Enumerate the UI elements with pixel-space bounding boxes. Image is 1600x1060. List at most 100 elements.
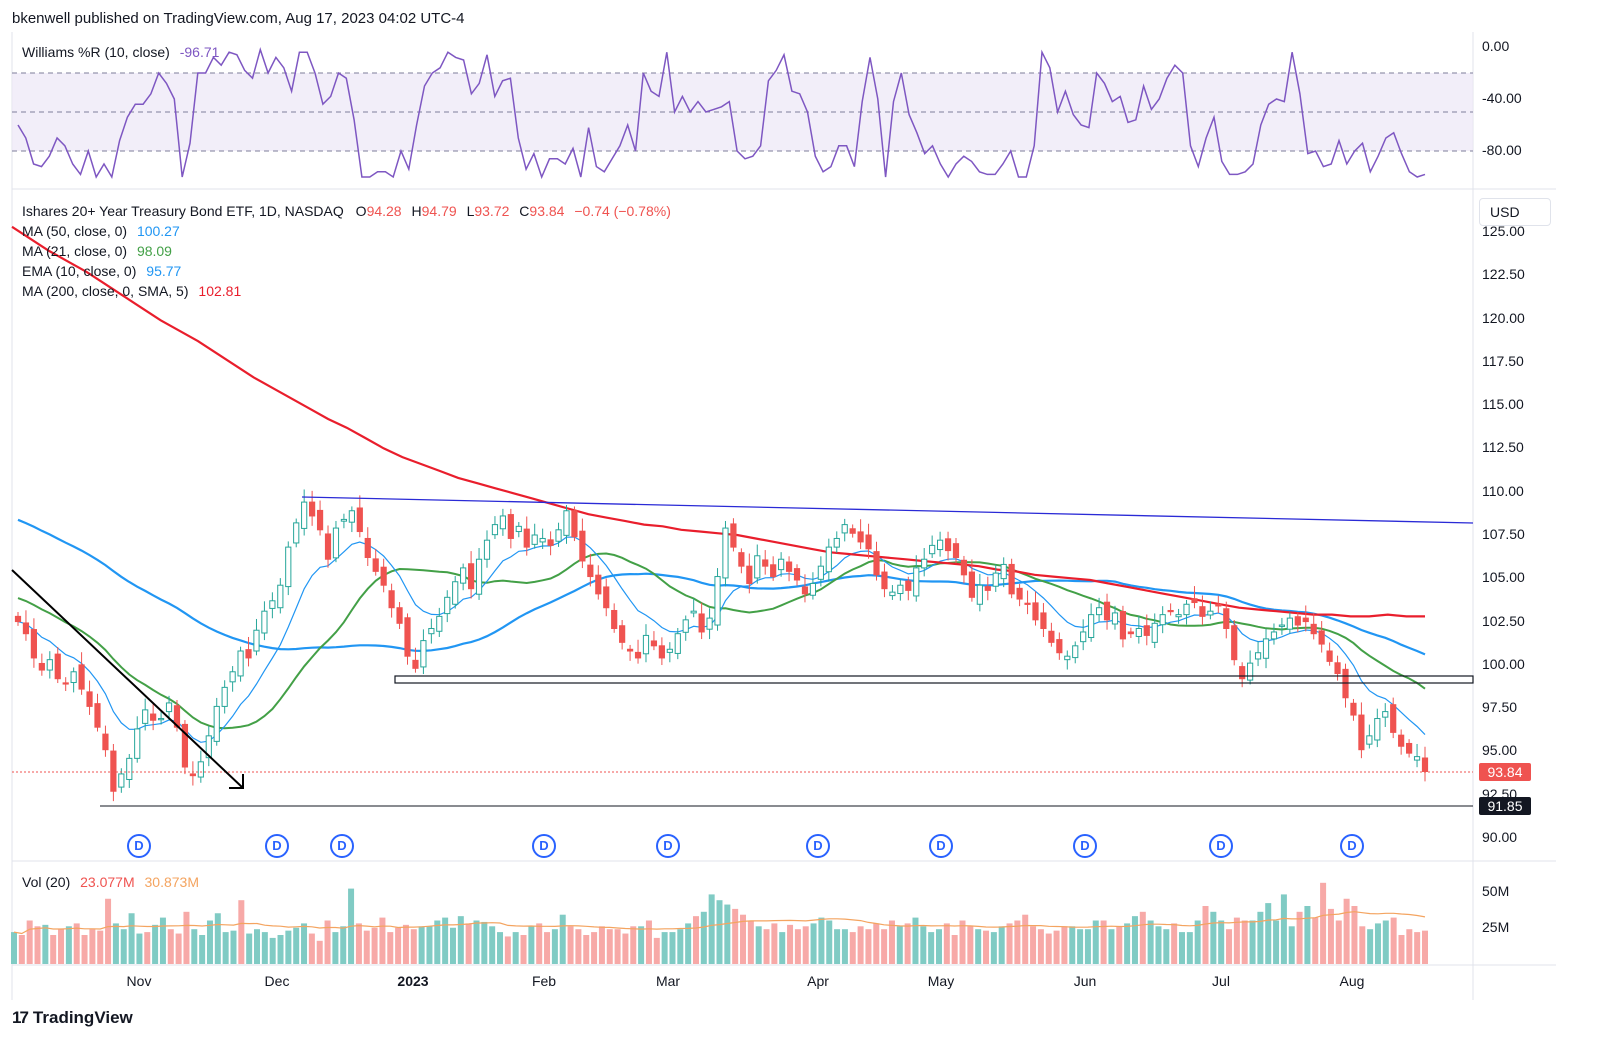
volume-legend[interactable]: Vol (20) 23.077M 30.873M	[22, 874, 199, 890]
volume-bar	[159, 917, 166, 964]
dividend-marker[interactable]: D	[127, 834, 151, 858]
volume-bar	[1147, 920, 1154, 964]
tradingview-logo[interactable]: 17 TradingView	[12, 1008, 133, 1028]
candle-body	[1175, 614, 1182, 618]
volume-legend-label: Vol (20)	[22, 874, 71, 890]
dividend-marker[interactable]: D	[806, 834, 830, 858]
volume-bar	[551, 929, 558, 964]
candle-body	[619, 625, 626, 643]
candle-body	[70, 671, 77, 684]
candle-body	[817, 565, 824, 580]
candle-body	[261, 610, 268, 634]
candle-body	[658, 645, 665, 659]
volume-bar	[881, 929, 888, 964]
candle-body	[309, 501, 316, 517]
volume-bar	[1398, 935, 1405, 964]
price-legend[interactable]: Ishares 20+ Year Treasury Bond ETF, 1D, …	[22, 203, 671, 219]
volume-bar	[442, 917, 449, 964]
symbol-label: Ishares 20+ Year Treasury Bond ETF, 1D, …	[22, 203, 344, 219]
dividend-marker[interactable]: D	[1209, 834, 1233, 858]
price-y-tick: 100.00	[1482, 655, 1525, 672]
ma200-legend[interactable]: MA (200, close, 0, SMA, 5) 102.81	[22, 283, 241, 299]
volume-bar	[1257, 911, 1264, 964]
volume-bar	[818, 917, 825, 964]
volume-bar	[324, 920, 331, 964]
candle-body	[952, 543, 960, 559]
wr-y-tick: -80.00	[1482, 142, 1522, 158]
ma21-legend[interactable]: MA (21, close, 0) 98.09	[22, 243, 172, 259]
ma50-legend[interactable]: MA (50, close, 0) 100.27	[22, 223, 180, 239]
candle-body	[237, 650, 244, 677]
dividend-marker[interactable]: D	[532, 834, 556, 858]
volume-bar	[1249, 920, 1256, 964]
candle-body	[1040, 612, 1047, 629]
dividend-marker[interactable]: D	[1073, 834, 1097, 858]
candle-body	[1191, 598, 1198, 604]
candle-body	[770, 564, 777, 578]
time-axis-label: 2023	[397, 973, 429, 989]
candle-body	[937, 539, 944, 551]
candle-body	[348, 510, 355, 523]
volume-bar	[371, 927, 378, 964]
williams-legend[interactable]: Williams %R (10, close) -96.71	[22, 44, 219, 60]
volume-bar	[857, 926, 864, 964]
volume-bar	[575, 929, 582, 964]
volume-bar	[395, 927, 402, 964]
volume-bar	[42, 924, 49, 964]
time-axis-label: Mar	[655, 973, 681, 989]
candle-body	[1207, 610, 1214, 616]
candle-body	[1270, 631, 1278, 640]
candle-body	[571, 510, 578, 538]
volume-bar	[1171, 923, 1178, 964]
volume-bar	[489, 926, 496, 964]
price-y-tick: 102.50	[1482, 612, 1525, 629]
candle-body	[491, 524, 499, 536]
volume-bar	[614, 929, 621, 964]
dividend-marker[interactable]: D	[330, 834, 354, 858]
volume-bar	[1320, 882, 1327, 964]
candle-body	[475, 558, 483, 595]
candle-body	[626, 648, 634, 652]
candle-body	[690, 610, 697, 614]
dividend-marker[interactable]: D	[656, 834, 680, 858]
dividend-marker[interactable]: D	[1340, 834, 1364, 858]
volume-bar	[1296, 911, 1303, 964]
time-axis-label: Nov	[126, 973, 152, 989]
currency-button[interactable]: USD	[1479, 198, 1551, 226]
volume-bar	[18, 935, 25, 964]
volume-bar	[747, 920, 754, 964]
volume-bar	[183, 911, 190, 964]
candle-body	[1254, 652, 1262, 660]
candle-body	[118, 773, 125, 788]
volume-bar	[975, 929, 982, 964]
volume-bar	[457, 916, 464, 964]
candle-body	[1008, 563, 1015, 595]
volume-bar	[888, 920, 895, 964]
dividend-marker[interactable]: D	[265, 834, 289, 858]
ma21-line	[17, 552, 1426, 730]
candle-body	[1366, 735, 1373, 745]
candle-body	[873, 551, 880, 576]
candle-body	[611, 609, 618, 629]
volume-bar	[904, 923, 911, 964]
volume-bar	[1367, 929, 1374, 964]
ma21-value: 98.09	[136, 243, 172, 259]
volume-bar	[387, 932, 394, 964]
candle-body	[738, 552, 745, 567]
candle-body	[483, 539, 491, 560]
candle-body	[1278, 624, 1286, 627]
volume-bar	[1037, 929, 1044, 964]
volume-bar	[261, 932, 268, 964]
volume-bar	[512, 932, 519, 964]
ema10-legend[interactable]: EMA (10, close, 0) 95.77	[22, 263, 181, 279]
volume-bar	[1327, 908, 1334, 964]
dividend-marker[interactable]: D	[929, 834, 953, 858]
volume-bar	[779, 932, 786, 964]
candle-body	[213, 705, 220, 742]
support-zone	[394, 675, 1474, 684]
candle-body	[1088, 614, 1095, 639]
candle-body	[992, 572, 999, 587]
candle-body	[134, 728, 141, 759]
volume-bar	[89, 929, 96, 964]
